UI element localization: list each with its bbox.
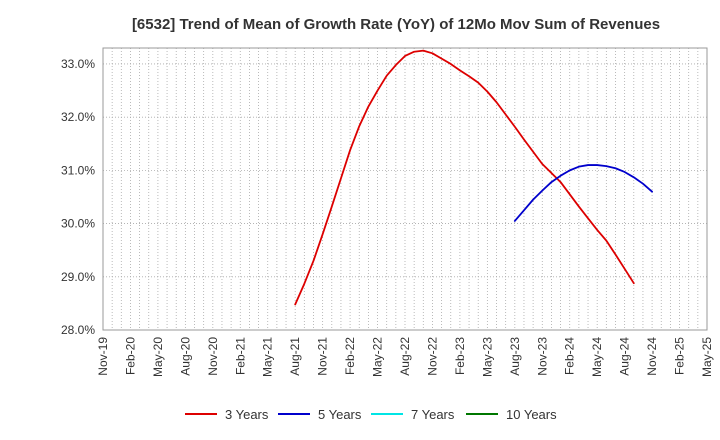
- y-tick-label: 29.0%: [61, 270, 95, 284]
- y-tick-label: 30.0%: [61, 217, 95, 231]
- legend-label: 10 Years: [506, 407, 557, 422]
- x-tick-label: May-25: [700, 337, 714, 377]
- x-tick-label: Nov-22: [425, 337, 439, 376]
- series-layer: [294, 49, 653, 306]
- x-tick-label: Feb-20: [123, 337, 137, 375]
- x-tick-label: Aug-21: [288, 337, 302, 376]
- x-tick-label: May-21: [261, 337, 275, 377]
- grid: [103, 48, 707, 331]
- x-tick-label: Feb-23: [453, 337, 467, 375]
- legend: 3 Years 5 Years 7 Years 10 Years: [185, 407, 557, 422]
- y-tick-label: 33.0%: [61, 57, 95, 71]
- legend-label: 3 Years: [225, 407, 269, 422]
- x-tick-label: May-24: [590, 337, 604, 377]
- y-axis: 28.0% 29.0% 30.0% 31.0% 32.0% 33.0%: [61, 57, 95, 337]
- x-tick-label: May-22: [371, 337, 385, 377]
- legend-item-7-years: 7 Years: [371, 407, 455, 422]
- x-tick-label: Nov-20: [206, 337, 220, 376]
- y-tick-label: 31.0%: [61, 163, 95, 177]
- y-tick-label: 32.0%: [61, 110, 95, 124]
- y-tick-label: 28.0%: [61, 323, 95, 337]
- x-tick-label: Feb-24: [563, 337, 577, 375]
- plot-frame: [102, 47, 708, 331]
- legend-item-3-years: 3 Years: [185, 407, 269, 422]
- x-tick-label: Aug-24: [618, 337, 632, 376]
- x-tick-label: Nov-21: [316, 337, 330, 376]
- x-axis: Nov-19 Feb-20 May-20 Aug-20 Nov-20 Feb-21 May-…: [96, 337, 714, 377]
- x-tick-label: Feb-22: [343, 337, 357, 375]
- x-tick-label: Aug-20: [178, 337, 192, 376]
- series-line-3-years: [294, 49, 635, 306]
- x-tick-label: Nov-24: [645, 337, 659, 376]
- x-tick-label: May-20: [151, 337, 165, 377]
- x-tick-label: Nov-23: [535, 337, 549, 376]
- legend-item-5-years: 5 Years: [278, 407, 362, 422]
- legend-item-10-years: 10 Years: [466, 407, 557, 422]
- series-line-5-years: [513, 164, 653, 222]
- x-tick-label: Feb-25: [673, 337, 687, 375]
- x-tick-label: May-23: [480, 337, 494, 377]
- x-tick-label: Feb-21: [233, 337, 247, 375]
- legend-label: 7 Years: [411, 407, 455, 422]
- x-tick-label: Nov-19: [96, 337, 110, 376]
- x-tick-label: Aug-22: [398, 337, 412, 376]
- x-tick-label: Aug-23: [508, 337, 522, 376]
- chart-title: [6532] Trend of Mean of Growth Rate (YoY…: [132, 16, 660, 33]
- legend-label: 5 Years: [318, 407, 362, 422]
